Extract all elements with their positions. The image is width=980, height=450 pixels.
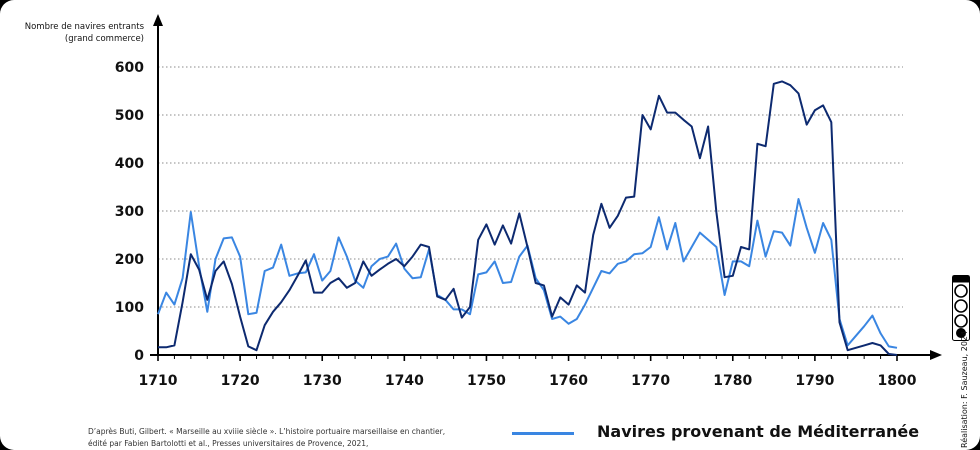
y-axis-label-line2: (grand commerce): [64, 34, 144, 44]
x-tick-label-1740: 1740: [385, 373, 424, 389]
source-line2: édité par Fabien Bartolotti et al., Pres…: [88, 439, 369, 448]
y-tick-labels: 0 100 200 300 400 500 600: [115, 60, 144, 364]
x-tick-label-1730: 1730: [303, 373, 342, 389]
legend-label: Navires provenant de Méditerranée: [597, 422, 920, 441]
axes: [150, 14, 942, 361]
source-line1: D’après Buti, Gilbert. « Marseille au xv…: [88, 427, 446, 436]
y-axis-label-line1: Nombre de navires entrants: [24, 22, 144, 32]
x-tick-label-1760: 1760: [549, 373, 588, 389]
series-lines: [157, 80, 898, 356]
x-tick-label-1710: 1710: [139, 373, 178, 389]
x-tick-label-1790: 1790: [795, 373, 834, 389]
y-tick-label-100: 100: [115, 300, 144, 316]
x-tick-label-1770: 1770: [631, 373, 670, 389]
y-tick-label-200: 200: [115, 252, 144, 268]
y-axis-arrow: [153, 14, 163, 26]
x-tick-label-1720: 1720: [221, 373, 260, 389]
source-note: D’après Buti, Gilbert. « Marseille au xv…: [88, 426, 508, 450]
y-axis-label: Nombre de navires entrants (grand commer…: [20, 21, 144, 45]
x-tick-label-1750: 1750: [467, 373, 506, 389]
cc-by-nc-sa-icon: [952, 275, 970, 341]
x-tick-labels: 1710 1720 1730 1740 1750 1760 1770 1780 1790 1800: [139, 373, 917, 389]
series-line-total: [158, 80, 898, 356]
legend-swatch: [512, 432, 574, 435]
series-line-mediterranee: [157, 198, 898, 349]
credit-text: Réalisation: F. Sauzeau, 2024: [960, 330, 969, 448]
x-tick-label-1780: 1780: [713, 373, 752, 389]
y-tick-label-600: 600: [115, 60, 144, 76]
y-tick-label-500: 500: [115, 108, 144, 124]
y-tick-label-300: 300: [115, 204, 144, 220]
x-tick-label-1800: 1800: [878, 373, 917, 389]
x-axis-arrow: [930, 350, 942, 360]
y-tick-label-0: 0: [134, 348, 144, 364]
y-tick-label-400: 400: [115, 156, 144, 172]
gridlines: [158, 66, 903, 308]
